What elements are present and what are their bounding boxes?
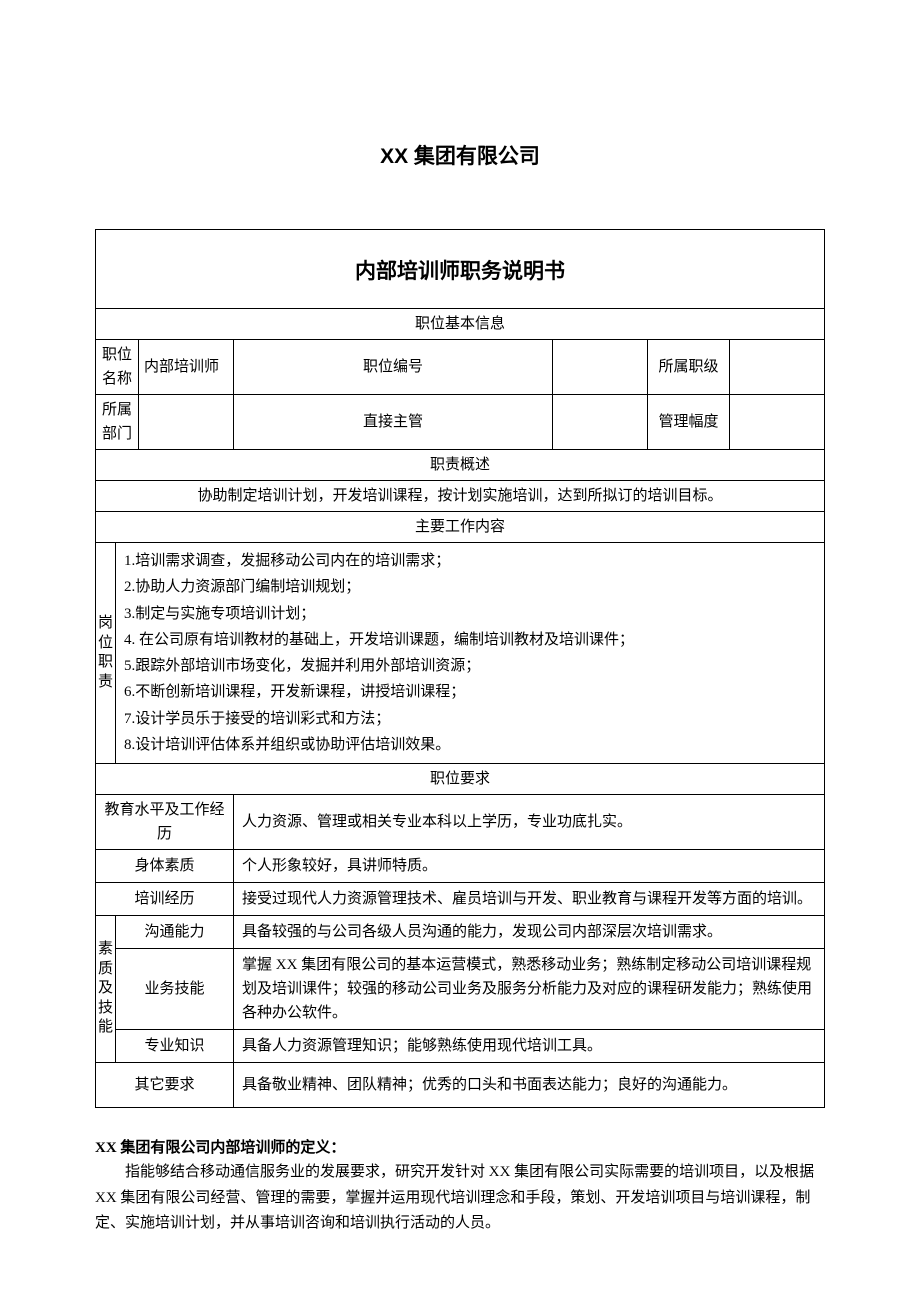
label-position-name: 职位名称 [96, 340, 139, 395]
job-spec-table: 内部培训师职务说明书 职位基本信息 职位名称 内部培训师 职位编号 所属职级 所… [95, 229, 825, 1109]
label-span: 管理幅度 [648, 395, 730, 450]
definition-body: 指能够结合移动通信服务业的发展要求，研究开发针对 XX 集团有限公司实际需要的培… [95, 1160, 825, 1237]
label-education: 教育水平及工作经历 [96, 795, 234, 850]
label-dept: 所属部门 [96, 395, 139, 450]
label-biz: 业务技能 [116, 949, 234, 1030]
value-pro: 具备人力资源管理知识；能够熟练使用现代培训工具。 [234, 1030, 825, 1063]
label-pro: 专业知识 [116, 1030, 234, 1063]
vert-label-skill: 素质及技能 [96, 916, 116, 1063]
value-body: 个人形象较好，具讲师特质。 [234, 850, 825, 883]
value-comm: 具备较强的与公司各级人员沟通的能力，发现公司内部深层次培训需求。 [234, 916, 825, 949]
duty-summary-text: 协助制定培训计划，开发培训课程，按计划实施培训，达到所拟订的培训目标。 [96, 481, 825, 512]
value-supervisor [553, 395, 648, 450]
value-other: 具备敬业精神、团队精神；优秀的口头和书面表达能力；良好的沟通能力。 [234, 1063, 825, 1108]
value-education: 人力资源、管理或相关专业本科以上学历，专业功底扎实。 [234, 795, 825, 850]
value-position-name: 内部培训师 [139, 340, 234, 395]
section-duty-summary: 职责概述 [96, 450, 825, 481]
section-main-work: 主要工作内容 [96, 512, 825, 543]
doc-title: 内部培训师职务说明书 [96, 229, 825, 309]
value-rank [730, 340, 825, 395]
label-supervisor: 直接主管 [234, 395, 553, 450]
value-position-code [553, 340, 648, 395]
label-body: 身体素质 [96, 850, 234, 883]
company-title: XX 集团有限公司 [95, 140, 825, 174]
label-other: 其它要求 [96, 1063, 234, 1108]
label-position-code: 职位编号 [234, 340, 553, 395]
work-content: 1.培训需求调查，发掘移动公司内在的培训需求；2.协助人力资源部门编制培训规划；… [116, 543, 825, 764]
value-dept [139, 395, 234, 450]
section-requirements: 职位要求 [96, 764, 825, 795]
vert-label-duty: 岗位职责 [96, 543, 116, 764]
label-rank: 所属职级 [648, 340, 730, 395]
definition-section: XX 集团有限公司内部培训师的定义： 指能够结合移动通信服务业的发展要求，研究开… [95, 1136, 825, 1237]
label-training: 培训经历 [96, 883, 234, 916]
value-training: 接受过现代人力资源管理技术、雇员培训与开发、职业教育与课程开发等方面的培训。 [234, 883, 825, 916]
section-basic-info: 职位基本信息 [96, 309, 825, 340]
value-biz: 掌握 XX 集团有限公司的基本运营模式，熟悉移动业务；熟练制定移动公司培训课程规… [234, 949, 825, 1030]
definition-title: XX 集团有限公司内部培训师的定义： [95, 1136, 825, 1160]
label-comm: 沟通能力 [116, 916, 234, 949]
value-span [730, 395, 825, 450]
